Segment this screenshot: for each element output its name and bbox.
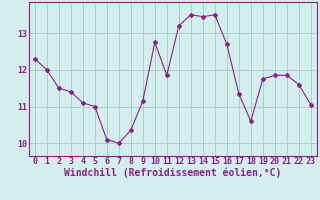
X-axis label: Windchill (Refroidissement éolien,°C): Windchill (Refroidissement éolien,°C) [64,168,282,178]
